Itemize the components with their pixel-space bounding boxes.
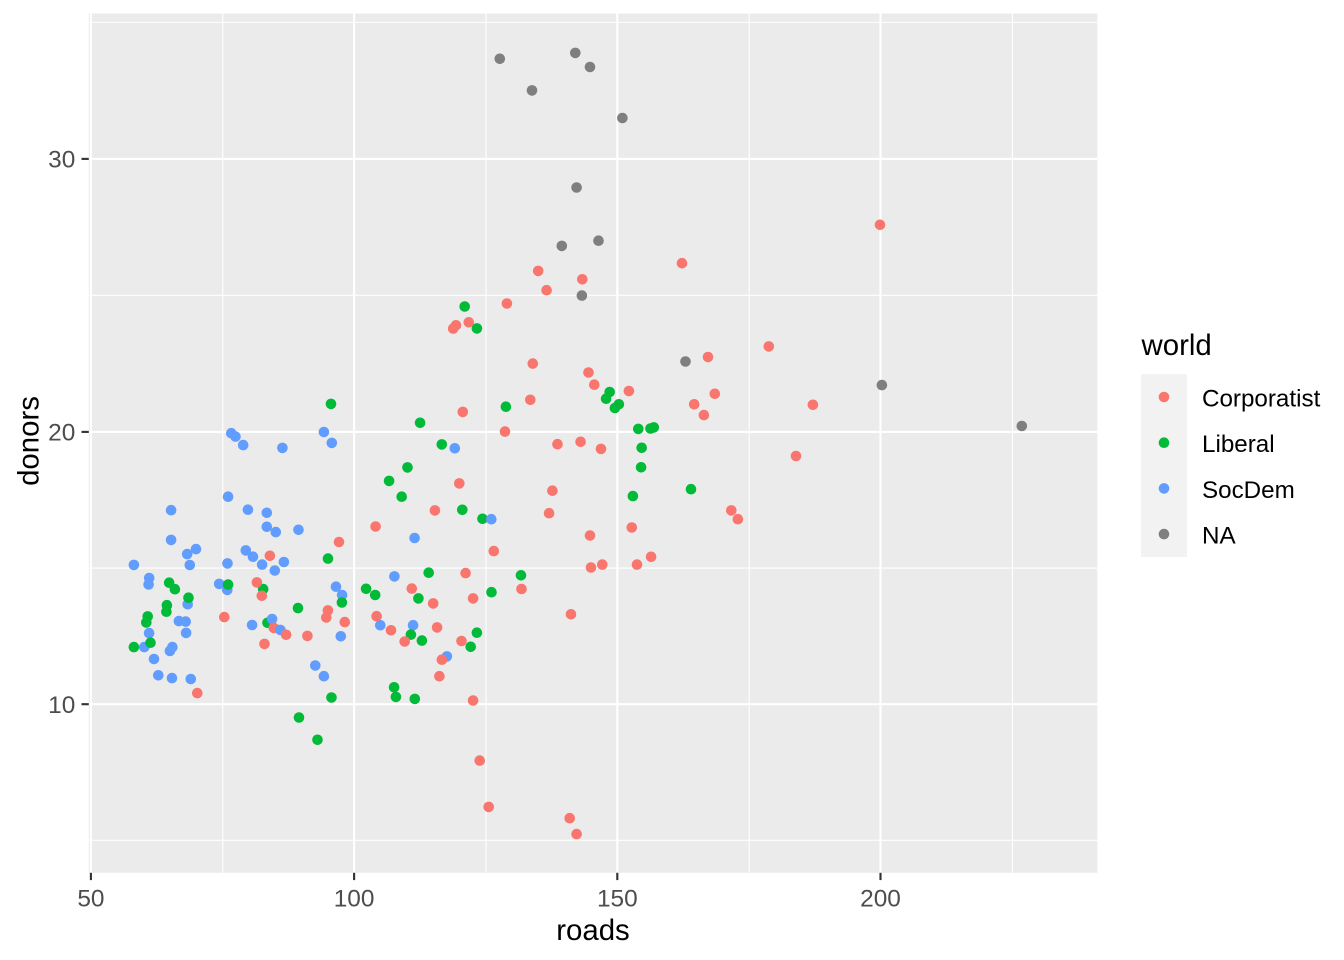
svg-text:150: 150 bbox=[597, 885, 638, 912]
svg-text:Corporatist: Corporatist bbox=[1202, 386, 1321, 413]
svg-text:donors: donors bbox=[12, 396, 45, 486]
svg-text:SocDem: SocDem bbox=[1202, 477, 1295, 504]
svg-text:roads: roads bbox=[556, 914, 630, 947]
svg-text:30: 30 bbox=[48, 147, 75, 174]
svg-text:NA: NA bbox=[1202, 523, 1236, 550]
svg-text:20: 20 bbox=[48, 420, 75, 447]
svg-text:50: 50 bbox=[77, 885, 104, 912]
svg-text:200: 200 bbox=[860, 885, 901, 912]
svg-text:Liberal: Liberal bbox=[1202, 431, 1275, 458]
svg-text:10: 10 bbox=[48, 692, 75, 719]
svg-text:world: world bbox=[1141, 329, 1212, 362]
svg-text:100: 100 bbox=[334, 885, 375, 912]
